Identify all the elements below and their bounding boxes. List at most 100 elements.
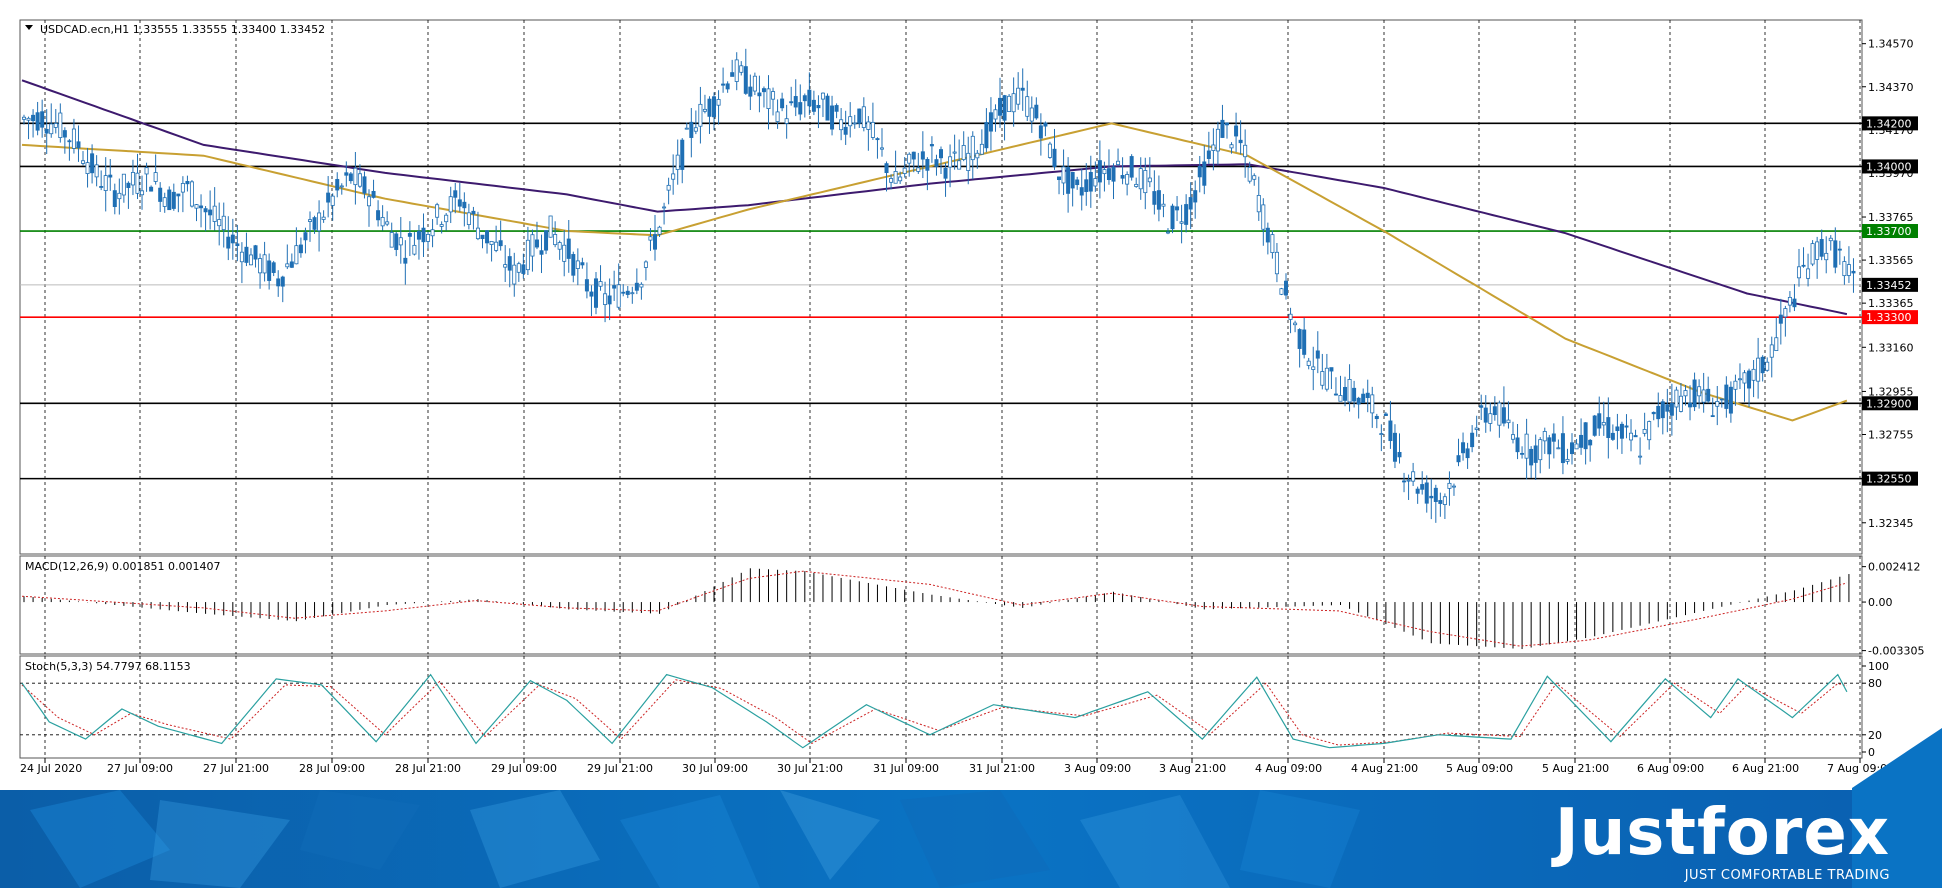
candle-body [775,111,780,122]
candle-body [1388,420,1393,442]
y-tick-label: 20 [1868,729,1882,742]
candle-body [870,121,875,138]
level-label: 1.34200 [1866,117,1912,130]
candle-body [716,99,721,106]
candle-body [189,181,194,207]
price-panel: 1.345701.343701.341701.339701.337651.335… [19,19,1918,555]
candle-body [248,254,253,266]
x-tick-label: 28 Jul 21:00 [395,762,461,775]
candle-body [1029,107,1034,122]
candle-body [26,117,31,121]
candle-body [1660,401,1665,419]
candle-body [1288,313,1293,320]
candle-body [1261,204,1266,230]
candle-body [85,162,90,174]
candle-body [162,197,167,207]
candle-body [612,285,617,289]
candle-body [1610,432,1615,440]
candle-body [1224,122,1229,126]
candle-body [199,205,204,209]
brand-banner [0,790,1942,888]
candle-body [852,122,857,125]
candle-body [1365,392,1370,399]
candle-body [140,190,145,196]
candle-body [466,212,471,225]
candle-body [1488,413,1493,424]
y-tick-label: 100 [1868,660,1889,673]
x-tick-label: 31 Jul 21:00 [969,762,1035,775]
candle-body [725,83,730,90]
candle-body [1184,204,1189,225]
macd-panel: 0.002412 0.00 -0.003305 MACD(12,26,9) 0.00… [19,555,1924,658]
candle-body [975,152,980,159]
candle-body [993,109,998,120]
logo-tagline: JUST COMFORTABLE TRADING [1684,868,1890,883]
candle-body [1406,479,1411,482]
candle-body [544,230,549,251]
candle-body [135,172,140,194]
candle-body [416,230,421,240]
candle-body [1783,308,1788,318]
candle-body [203,208,208,213]
collapse-triangle-icon[interactable] [25,25,33,30]
candle-body [1697,386,1702,397]
candle-body [217,219,222,227]
logo-wordmark: Justforex [1554,796,1890,870]
candle-body [1765,361,1770,371]
level-label-box [1862,310,1918,325]
candle-body [108,174,113,178]
x-tick-label: 3 Aug 09:00 [1064,762,1131,775]
candle-body [71,128,76,149]
candle-body [90,153,95,174]
candle-body [566,238,571,259]
candle-body [1088,171,1093,192]
level-label: 1.32900 [1866,397,1912,410]
candle-body [1846,264,1851,276]
candle-body [1356,397,1361,405]
y-tick-label: 1.32755 [1868,428,1914,441]
candle-body [1297,329,1302,349]
candle-body [634,282,639,291]
candle-body [675,154,680,170]
candle-body [421,227,426,243]
candle-body [503,264,508,268]
candle-body [117,192,122,200]
candle-body [693,127,698,132]
candle-body [1156,190,1161,210]
candle-body [1747,370,1752,389]
candle-body [1175,206,1180,211]
candle-body [485,230,490,244]
candle-body [1710,415,1715,418]
candle-body [1601,422,1606,426]
candle-body [1125,174,1130,185]
level-label: 1.34000 [1866,160,1912,173]
candle-body [53,123,58,128]
candle-body [916,167,921,172]
candle-body [126,182,131,188]
x-tick-label: 30 Jul 09:00 [682,762,748,775]
candle-body [1043,122,1048,127]
candle-body [475,227,480,240]
candle-body [344,172,349,176]
candle-body [498,240,503,247]
candle-body [1688,402,1693,408]
candle-body [961,145,966,160]
candle-body [1542,431,1547,442]
y-tick-label: 1.34570 [1868,38,1914,51]
candle-body [884,163,889,174]
candle-body [1238,139,1243,144]
candle-body [1851,270,1856,274]
candle-body [548,215,553,238]
candle-body [62,130,67,138]
candle-body [35,112,40,131]
candle-body [453,190,458,198]
candle-body [1392,432,1397,462]
candle-body [1756,357,1761,382]
candle-body [911,151,916,160]
level-label: 1.33300 [1866,311,1912,324]
candle-body [49,123,54,135]
candle-body [902,167,907,174]
candle-body [321,216,326,220]
candle-body [353,167,358,186]
candle-body [748,86,753,97]
